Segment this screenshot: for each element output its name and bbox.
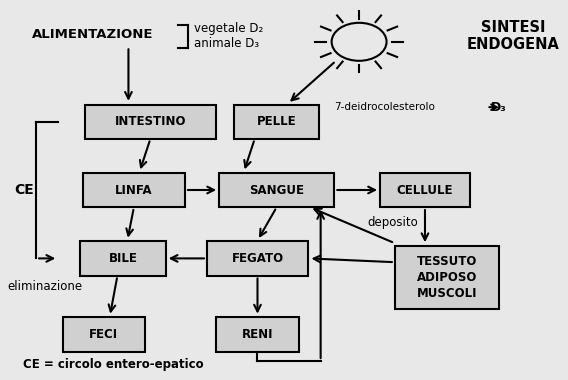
- FancyBboxPatch shape: [395, 246, 499, 309]
- FancyBboxPatch shape: [219, 173, 335, 207]
- Text: D₃: D₃: [491, 101, 507, 114]
- Text: CE = circolo entero-epatico: CE = circolo entero-epatico: [23, 358, 204, 371]
- Text: BILE: BILE: [108, 252, 137, 265]
- Text: LINFA: LINFA: [115, 184, 153, 196]
- FancyBboxPatch shape: [85, 105, 216, 139]
- FancyBboxPatch shape: [81, 241, 165, 276]
- Text: CELLULE: CELLULE: [396, 184, 453, 196]
- Text: FECI: FECI: [89, 328, 118, 341]
- Text: 7-deidrocolesterolo: 7-deidrocolesterolo: [335, 102, 435, 112]
- Text: TESSUTO
ADIPOSO
MUSCOLI: TESSUTO ADIPOSO MUSCOLI: [417, 255, 477, 300]
- Text: SINTESI
ENDOGENA: SINTESI ENDOGENA: [466, 20, 559, 52]
- FancyBboxPatch shape: [83, 173, 185, 207]
- Text: deposito: deposito: [367, 216, 418, 229]
- Text: ALIMENTAZIONE: ALIMENTAZIONE: [32, 28, 153, 41]
- Text: INTESTINO: INTESTINO: [115, 115, 186, 128]
- FancyBboxPatch shape: [216, 317, 299, 352]
- Text: FEGATO: FEGATO: [231, 252, 283, 265]
- Text: CE: CE: [14, 183, 34, 197]
- FancyBboxPatch shape: [379, 173, 470, 207]
- FancyBboxPatch shape: [234, 105, 319, 139]
- Text: SANGUE: SANGUE: [249, 184, 304, 196]
- FancyBboxPatch shape: [207, 241, 308, 276]
- Text: PELLE: PELLE: [257, 115, 296, 128]
- Text: RENI: RENI: [242, 328, 273, 341]
- Text: eliminazione: eliminazione: [7, 280, 82, 293]
- Text: vegetale D₂
animale D₃: vegetale D₂ animale D₃: [194, 22, 264, 50]
- FancyBboxPatch shape: [62, 317, 145, 352]
